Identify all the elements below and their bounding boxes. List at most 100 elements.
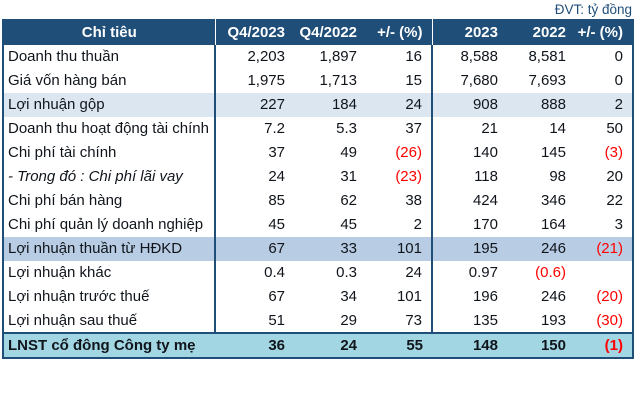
row-value: 246 [540,288,566,305]
row-value [575,261,633,285]
row-value: 24 [214,164,294,189]
row-value: 170 [431,212,507,237]
table-row: Lợi nhuận khác 0.4 0.3 24 0.97 (0.6) [3,260,633,285]
row-value: 7,693 [528,72,566,89]
row-value: 33 [340,240,357,257]
row-value: 0.97 [431,260,507,285]
column-header: Q4/2023 [214,19,294,45]
row-value: 1,713 [319,72,357,89]
row-value: 1,897 [319,48,357,65]
row-value: 150 [540,336,566,354]
table-row: Chi phí tài chính 37 49 (26) 140 145 (3) [3,140,633,165]
row-value: 55 [406,336,423,354]
row-label: Lợi nhuận gộp [8,96,105,113]
column-header: +/- (%) [366,19,432,45]
row-value: (21) [596,240,623,257]
row-label: Lợi nhuận khác [8,264,112,281]
row-value: 37 [405,120,422,137]
row-value: 101 [396,288,422,305]
row-value: 15 [405,72,422,89]
row-value: 73 [405,311,422,329]
row-value: 24 [405,96,422,113]
row-value: 101 [396,240,422,257]
row-label: Chi phí tài chính [8,144,117,161]
row-value: 16 [405,48,422,65]
row-value: 98 [549,168,566,185]
table-row: LNST cổ đông Công ty mẹ 36 24 55 148 150 (1) [3,332,633,358]
row-value: 888 [540,96,566,113]
row-value: 164 [540,216,566,233]
row-value: (0.6) [535,264,566,281]
row-value: 3 [614,216,623,233]
row-value: 67 [214,236,294,261]
row-value: 2 [413,216,422,233]
row-value: 85 [214,188,294,213]
table-header-row: Chỉ tiêu Q4/2023 Q4/2022 +/- (%) 2023 2022 +/-… [3,19,633,45]
row-value: 908 [431,92,507,117]
table-row: Lợi nhuận thuần từ HĐKD 67 33 101 195 246 (21) [3,236,633,261]
row-label: Chi phí quản lý doanh nghiệp [8,216,204,233]
row-label: - Trong đó : Chi phí lãi vay [8,168,183,185]
row-value: 140 [431,140,507,165]
row-value: (26) [395,144,422,161]
row-label: Doanh thu thuần [8,48,119,65]
row-label: Lợi nhuận trước thuế [8,288,150,305]
row-value: 36 [268,336,285,354]
row-value: 8,588 [431,44,507,69]
row-value: 67 [214,284,294,309]
row-value: 50 [606,120,623,137]
row-value: (23) [395,168,422,185]
row-value: 37 [214,140,294,165]
row-value: 7.2 [214,116,294,141]
row-value: 38 [405,192,422,209]
row-value: (30) [596,311,623,329]
row-value: 8,581 [528,48,566,65]
row-value: 29 [340,311,357,329]
row-value: (1) [604,336,623,354]
row-value: 62 [340,192,357,209]
row-value: 135 [431,308,507,333]
row-value: 24 [340,336,357,354]
row-value: 0.4 [214,260,294,285]
row-value: 14 [549,120,566,137]
row-value: 193 [540,311,566,329]
unit-label: ĐVT: tỷ đồng [554,2,632,17]
table-row: Chi phí bán hàng 85 62 38 424 346 22 [3,188,633,213]
row-value: 246 [540,240,566,257]
table-row: Giá vốn hàng bán 1,975 1,713 15 7,680 7,693 0 [3,68,633,93]
row-value: 34 [340,288,357,305]
row-value: 49 [340,144,357,161]
row-value: 22 [606,192,623,209]
row-value: 1,975 [214,68,294,93]
table-row: Lợi nhuận trước thuế 67 34 101 196 246 (20) [3,284,633,309]
row-value: 346 [540,192,566,209]
row-value: 184 [331,96,357,113]
row-value: 31 [340,168,357,185]
column-header: 2022 [507,19,575,45]
row-value: 45 [214,212,294,237]
table-row: Chi phí quản lý doanh nghiệp 45 45 2 170 164 3 [3,212,633,237]
table-body: Doanh thu thuần 2,203 1,897 16 8,588 8,581 0 Gi… [3,44,633,358]
row-value: 148 [472,336,498,354]
row-value: 51 [214,308,294,333]
row-value: 2,203 [214,44,294,69]
row-label: LNST cổ đông Công ty mẹ [8,336,196,354]
row-value: (3) [604,144,623,161]
row-value: 0.3 [336,264,357,281]
row-value: (20) [596,288,623,305]
column-header: Q4/2022 [294,19,366,45]
column-header: +/- (%) [575,19,633,45]
row-value: 145 [540,144,566,161]
row-value: 195 [431,236,507,261]
row-label: Giá vốn hàng bán [8,72,127,89]
column-header: 2023 [431,19,507,45]
table-row: Doanh thu hoạt động tài chính 7.2 5.3 37 21 1… [3,116,633,141]
row-label: Lợi nhuận thuần từ HĐKD [8,240,183,257]
row-label: Doanh thu hoạt động tài chính [8,120,209,137]
row-value: 5.3 [336,120,357,137]
row-value: 2 [614,96,623,113]
row-value: 20 [606,168,623,185]
row-label: Lợi nhuận sau thuế [8,311,138,329]
table-row: Lợi nhuận gộp 227 184 24 908 888 2 [3,92,633,117]
row-value: 24 [405,264,422,281]
